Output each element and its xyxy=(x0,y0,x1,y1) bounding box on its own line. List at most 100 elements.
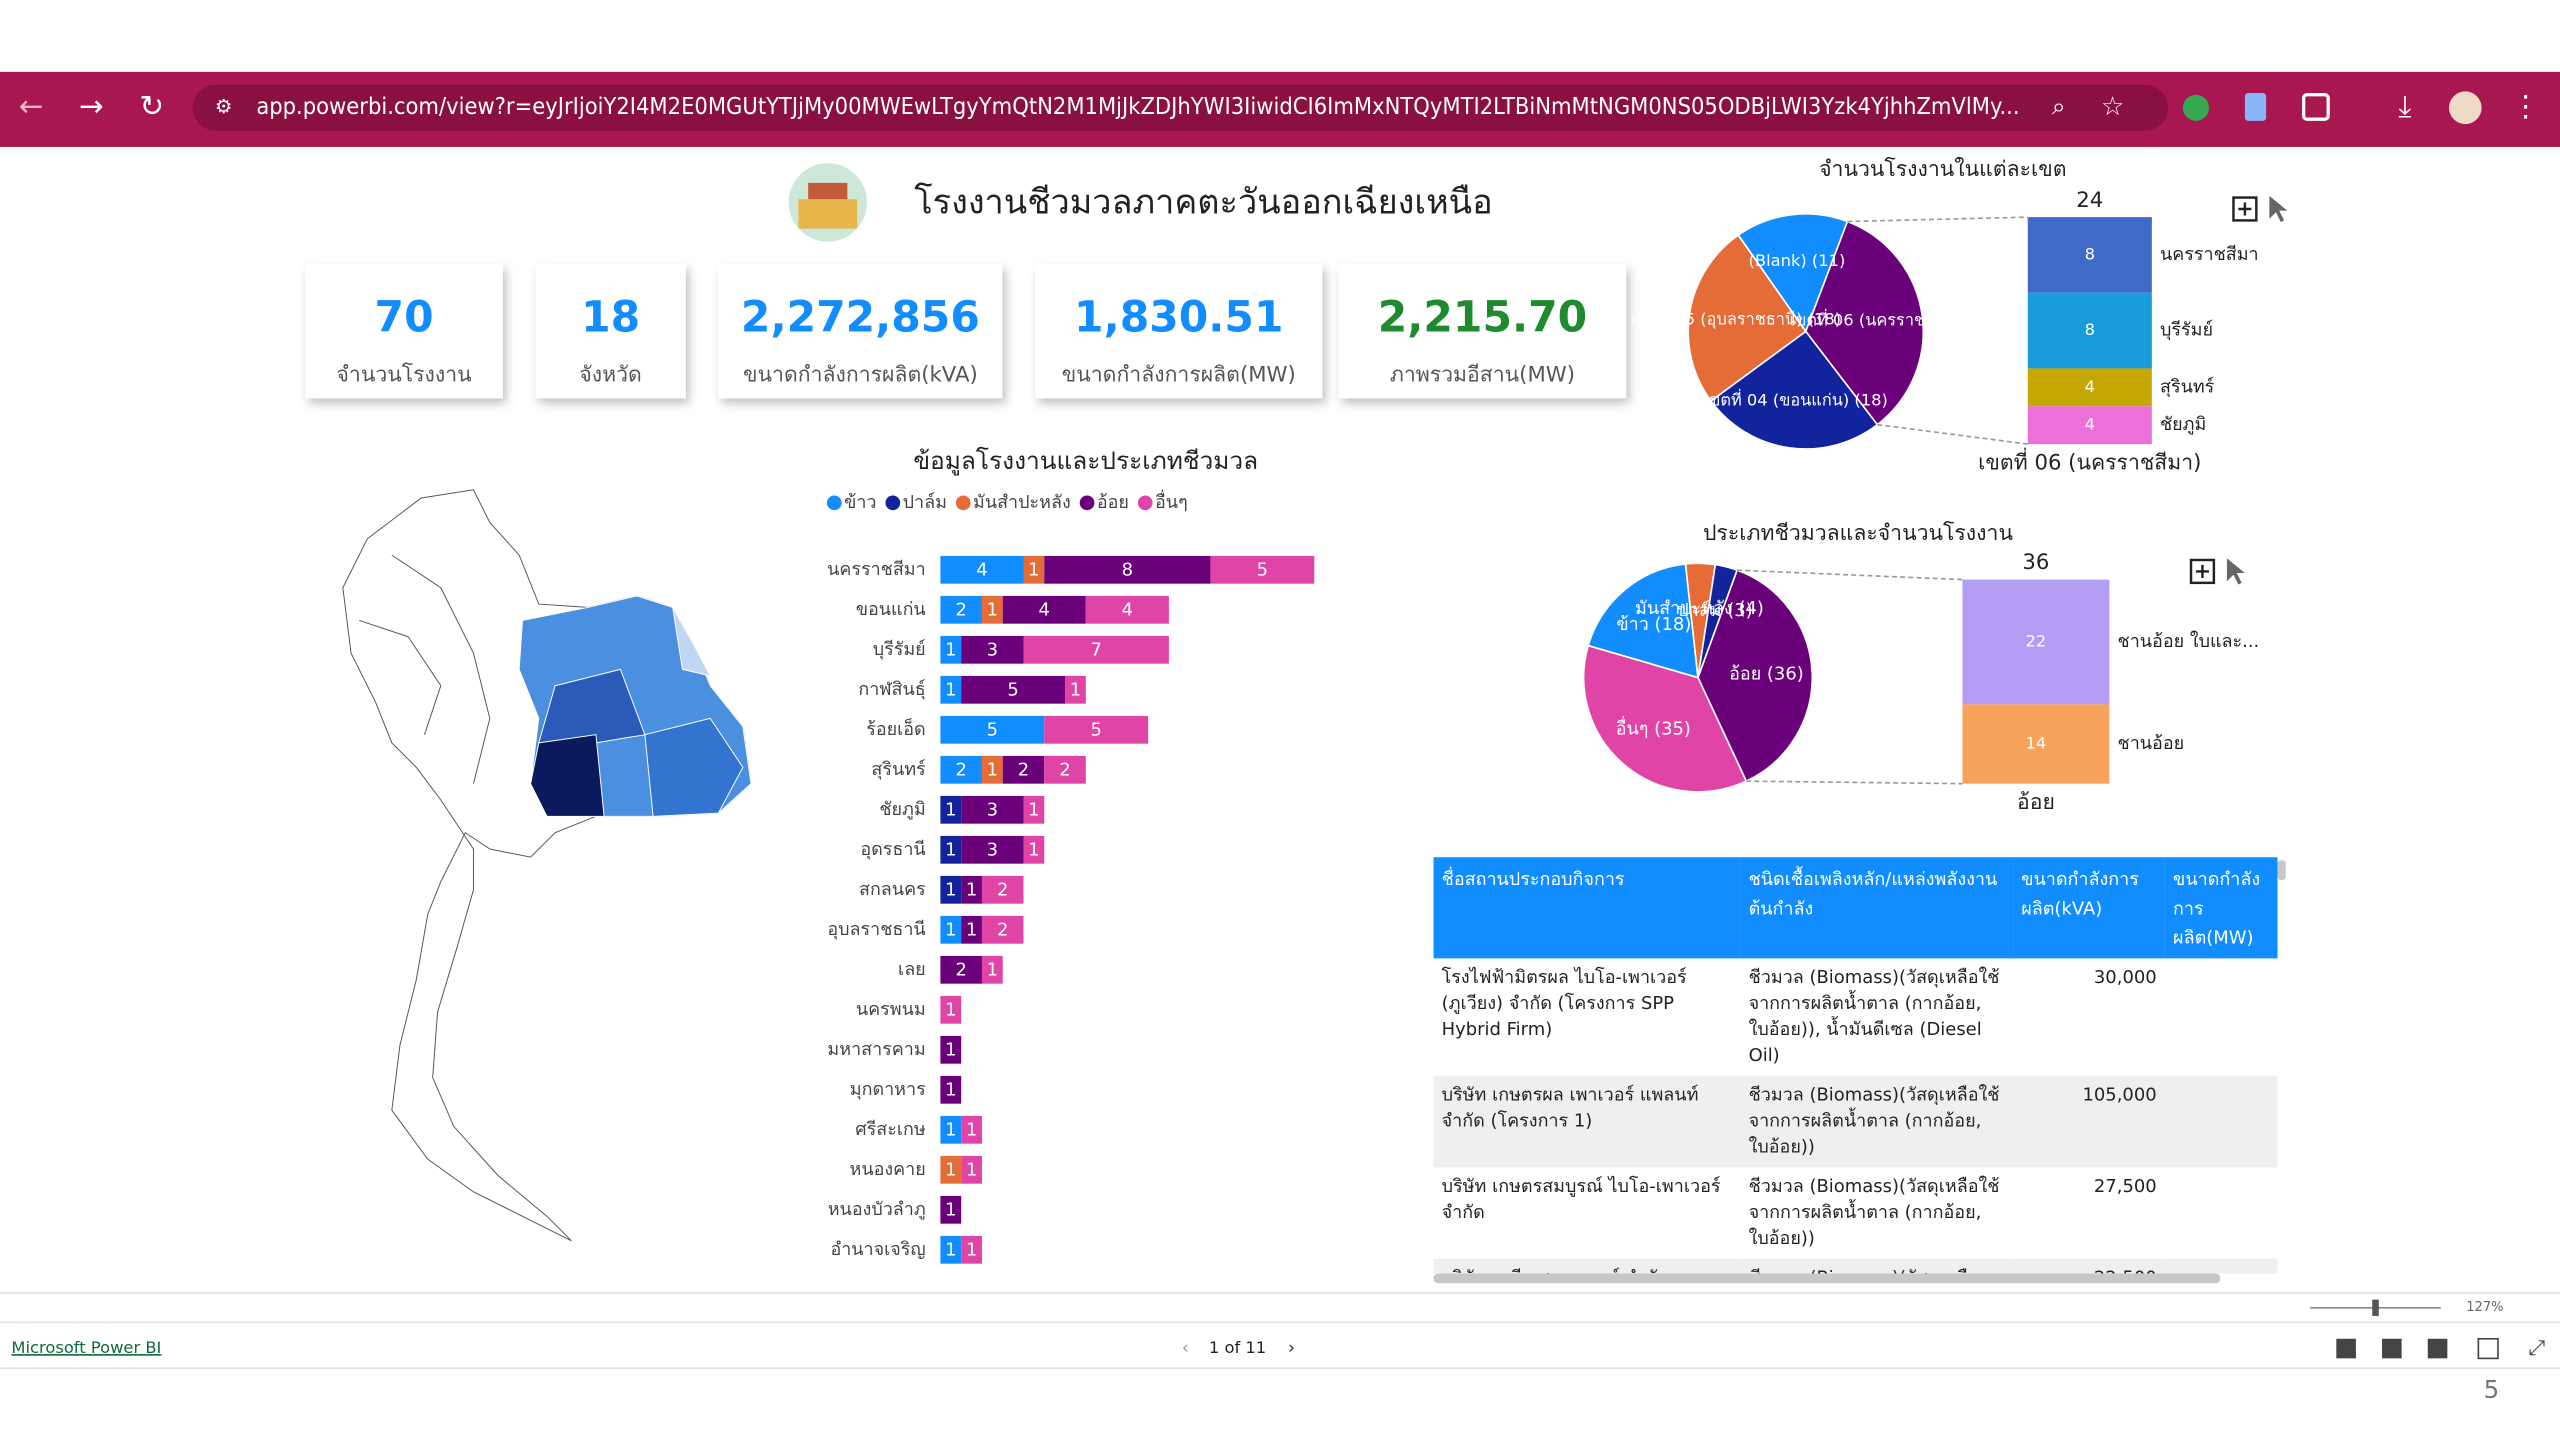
data-label: 5 xyxy=(1090,720,1101,741)
data-label: 5 xyxy=(1007,680,1018,701)
data-label: 4 xyxy=(1039,600,1050,621)
data-label: 1 xyxy=(945,920,956,941)
map-outline xyxy=(342,489,752,1242)
bar-segment xyxy=(1002,595,1086,624)
kpi-label: ขนาดกำลังการผลิต(kVA) xyxy=(743,363,978,388)
legend-swatch xyxy=(955,495,971,511)
expand-button[interactable] xyxy=(2189,558,2216,585)
table-cell: 27,500 xyxy=(2093,1175,2157,1197)
table: ชื่อสถานประกอบกิจการ ชนิดเชื้อเพลิงหลัก/แ… xyxy=(1433,857,2278,1274)
table-row: บริษัท เกษตรผล เพาเวอร์ แพลนท์ จำกัด (โค… xyxy=(1433,1075,2278,1168)
category-label: เลย xyxy=(898,959,926,980)
data-label: 1 xyxy=(987,600,998,621)
zoom-thumb[interactable] xyxy=(2372,1299,2379,1316)
share-button[interactable] xyxy=(2477,1337,2499,1360)
breakdown-label: ชานอ้อย xyxy=(2118,733,2185,754)
bar-segment xyxy=(1023,635,1169,664)
download-button[interactable]: ⤓ xyxy=(2398,89,2411,123)
data-label: 1 xyxy=(945,1040,956,1061)
pie-slice xyxy=(1587,563,1699,679)
data-label: 3 xyxy=(987,800,998,821)
data-label: 1 xyxy=(987,760,998,781)
data-label: 1 xyxy=(966,880,977,901)
pie-slice xyxy=(1687,233,1807,403)
bar-segment xyxy=(961,835,1024,864)
legend-swatch xyxy=(1137,495,1153,511)
table-scrollbar-v[interactable] xyxy=(2277,860,2286,880)
prev-page[interactable]: ‹ xyxy=(1182,1338,1189,1359)
next-page[interactable]: › xyxy=(1288,1338,1295,1359)
pie-slice xyxy=(1697,563,1739,678)
slice-label: เขตที่ 06 (นครราชสีมา) xyxy=(1790,309,1962,330)
pie-slice xyxy=(1737,213,1849,334)
slice-label: อื่นๆ (35) xyxy=(1616,716,1691,740)
menu-button[interactable]: ⋮ xyxy=(2511,89,2540,123)
title-icon xyxy=(798,199,858,229)
table-row: บริษัท เคบีเอส เพาเวอร์ จำกัดชีวมวล (Bio… xyxy=(1433,1258,2278,1274)
pointer-icon xyxy=(2226,558,2245,585)
table-cell: บริษัท เกษตรสมบูรณ์ ไบโอ-เพาเวอร์ จำกัด xyxy=(1441,1175,1721,1223)
table-cell: 22,500 xyxy=(2013,1258,2165,1274)
share-linkedin[interactable] xyxy=(2427,1338,2448,1359)
bar-segment xyxy=(940,1115,962,1144)
category-label: มหาสารคาม xyxy=(827,1039,925,1060)
map-border xyxy=(391,554,491,784)
data-label: 1 xyxy=(966,920,977,941)
bar-segment xyxy=(1044,755,1086,784)
data-label: 8 xyxy=(2085,320,2095,339)
forward-button[interactable]: → xyxy=(79,89,104,123)
table-cell: ชีวมวล (Biomass)(วัสดุเหลือใช้จากการผลิต… xyxy=(1740,1075,2014,1168)
expand-button-plus xyxy=(2238,202,2252,216)
data-label: 3 xyxy=(987,840,998,861)
bar-segment xyxy=(1044,555,1211,584)
table-cell-empty xyxy=(2165,1167,2278,1258)
reload-button[interactable]: ↻ xyxy=(140,89,165,123)
column-header: ขนาดกำลังการผลิต(kVA) xyxy=(2013,857,2165,959)
expand-button[interactable] xyxy=(2232,196,2258,222)
data-label: 1 xyxy=(945,840,956,861)
address-bar[interactable] xyxy=(192,84,2169,131)
chart-title: ประเภทชีวมวลและจำนวนโรงงาน xyxy=(1703,521,2013,546)
bar-segment xyxy=(940,715,1045,744)
extension-icon[interactable] xyxy=(2244,93,2267,121)
table-scrollbar[interactable] xyxy=(1433,1273,2221,1284)
category-label: ขอนแก่น xyxy=(856,599,926,620)
data-label: 2 xyxy=(997,920,1008,941)
back-button[interactable]: ← xyxy=(19,89,44,123)
bar-segment xyxy=(940,1195,962,1224)
url[interactable]: app.powerbi.com/view?r=eyJrIjoiY2I4M2E0M… xyxy=(256,94,2019,120)
data-label: 1 xyxy=(945,1000,956,1021)
breakdown-bar xyxy=(1962,704,2110,784)
table-cell: 30,000 xyxy=(2093,966,2157,988)
chart-title: จำนวนโรงงานในแต่ละเขต xyxy=(1819,157,2066,182)
share-facebook[interactable] xyxy=(2336,1338,2356,1359)
extensions-button[interactable] xyxy=(2302,93,2330,121)
report-title: โรงงานชีวมวลภาคตะวันออกเฉียงเหนือ xyxy=(914,183,1492,223)
data-label: 1 xyxy=(945,1200,956,1221)
bookmark-icon[interactable]: ☆ xyxy=(2101,92,2124,122)
table-row: โรงไฟฟ้ามิตรผล ไบโอ-เพาเวอร์ (ภูเวียง) จ… xyxy=(1433,958,2277,1076)
table-cell: บริษัท เคบีเอส เพาเวอร์ จำกัด xyxy=(1433,1258,1741,1274)
zoom-icon[interactable]: ⌕ xyxy=(2052,92,2066,121)
profile-avatar[interactable] xyxy=(2448,91,2482,125)
brand-link[interactable]: Microsoft Power BI xyxy=(11,1338,161,1357)
legend-label: อ้อย xyxy=(1097,492,1129,513)
kpi-card xyxy=(535,264,686,399)
share-twitter[interactable] xyxy=(2382,1338,2402,1359)
map-region xyxy=(672,607,712,677)
category-label: สุรินทร์ xyxy=(871,759,926,780)
data-label: 1 xyxy=(945,680,956,701)
table-container: ชื่อสถานประกอบกิจการ ชนิดเชื้อเพลิงหลัก/แ… xyxy=(1433,857,2278,1274)
bar-segment xyxy=(961,795,1024,824)
pie-slice xyxy=(1709,330,1879,450)
bar-segment xyxy=(1085,595,1169,624)
data-label: 1 xyxy=(1028,840,1039,861)
fullscreen-button[interactable]: ⤢ xyxy=(2529,1336,2546,1361)
bar-segment xyxy=(940,1235,962,1264)
bar-segment xyxy=(1023,555,1045,584)
kpi-card xyxy=(305,264,503,399)
data-label: 1 xyxy=(966,1160,977,1181)
extension-icon[interactable] xyxy=(2182,94,2209,121)
kpi-card xyxy=(718,264,1003,399)
site-info-icon[interactable]: ⚙ xyxy=(215,95,233,118)
